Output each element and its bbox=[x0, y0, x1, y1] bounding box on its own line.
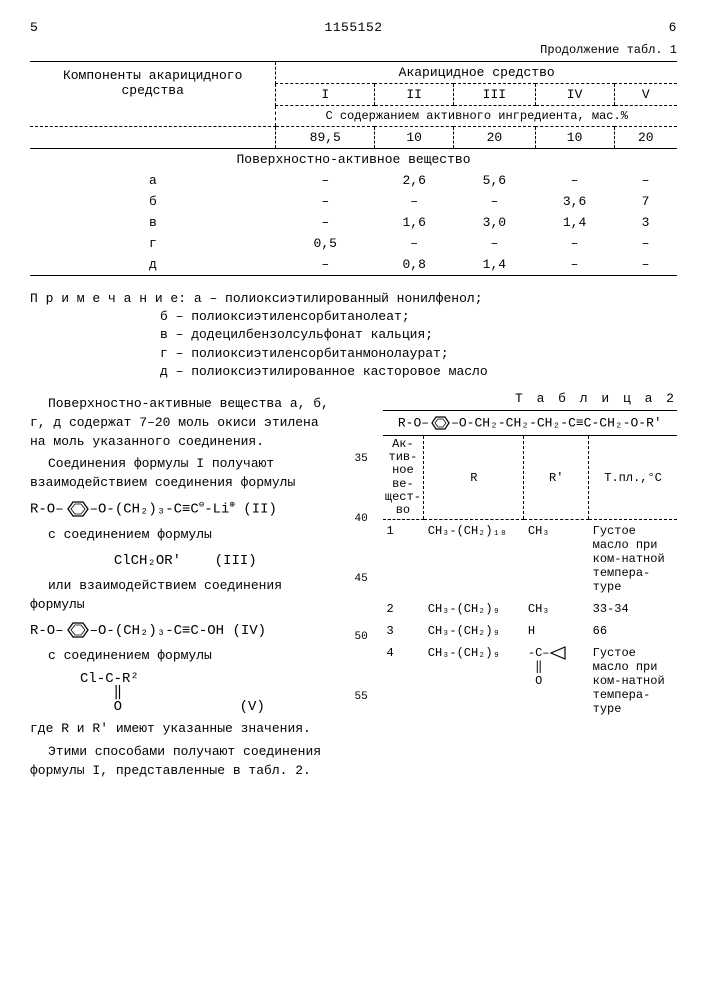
doc-number: 1155152 bbox=[324, 20, 382, 35]
p7: Этими способами получают соединения форм… bbox=[30, 743, 341, 781]
table-continuation: Продолжение табл. 1 bbox=[30, 43, 677, 57]
two-column: Поверхностно-активные вещества а, б, г, … bbox=[30, 391, 677, 785]
table-2: Ак- тив- ное ве- щест- во R R′ Т.пл.,°С … bbox=[383, 436, 677, 720]
t2-c3: R′ bbox=[524, 436, 589, 520]
p3: с соединением формулы bbox=[30, 526, 341, 545]
p4: или взаимодействием соединения формулы bbox=[30, 577, 341, 615]
t2-c2: R bbox=[424, 436, 524, 520]
table-row: г0,5–––– bbox=[30, 233, 677, 254]
formula-II: R-O––O-(CH₂)₃-C≡C⊖-Li⊕ (II) bbox=[30, 499, 341, 520]
table-row: а–2,65,6–– bbox=[30, 170, 677, 191]
t2-header-formula: R-O––O-CH₂-CH₂-CH₂-C≡C-CH₂-O-R′ bbox=[383, 410, 677, 436]
t1-ing-5: 20 bbox=[614, 127, 677, 149]
p1: Поверхностно-активные вещества а, б, г, … bbox=[30, 395, 341, 452]
t1-ing-2: 10 bbox=[375, 127, 454, 149]
left-column: Поверхностно-активные вещества а, б, г, … bbox=[30, 391, 341, 785]
formula-III: ClCH₂OR′ (III) bbox=[30, 551, 341, 571]
table-row: в–1,63,01,43 bbox=[30, 212, 677, 233]
notes-1: б – полиоксиэтиленсорбитанолеат; bbox=[30, 308, 677, 326]
t1-ing-1: 89,5 bbox=[276, 127, 375, 149]
t1-roman-3: III bbox=[454, 84, 535, 106]
t1-roman-4: IV bbox=[535, 84, 614, 106]
table-1: Компоненты акарицидного средства Акарици… bbox=[30, 61, 677, 276]
notes-3: г – полиоксиэтиленсорбитанмонолаурат; bbox=[30, 345, 677, 363]
t1-col1-header: Компоненты акарицидного средства bbox=[30, 62, 276, 127]
t2-title: Т а б л и ц а 2 bbox=[383, 391, 677, 406]
right-column: Т а б л и ц а 2 R-O––O-CH₂-CH₂-CH₂-C≡C-C… bbox=[383, 391, 677, 785]
t1-section: Поверхностно-активное вещество bbox=[30, 149, 677, 171]
notes-4: д – полиоксиэтилированное касторовое мас… bbox=[30, 363, 677, 381]
table-row: 3CH₃-(CH₂)₉H66 bbox=[383, 620, 677, 642]
page-num-left: 5 bbox=[30, 20, 38, 35]
page-num-right: 6 bbox=[669, 20, 677, 35]
notes-2: в – додецилбензолсульфонат кальция; bbox=[30, 326, 677, 344]
table-row: 4CH₃-(CH₂)₉-C– ‖ OГустое масло при ком-н… bbox=[383, 642, 677, 720]
table-row: 2CH₃-(CH₂)₉CH₃33-34 bbox=[383, 598, 677, 620]
notes: П р и м е ч а н и е: а – полиоксиэтилиро… bbox=[30, 290, 677, 381]
notes-lead: П р и м е ч а н и е: bbox=[30, 291, 186, 306]
p5: с соединением формулы bbox=[30, 647, 341, 666]
t1-ingredient-line: С содержанием активного ингредиента, мас… bbox=[276, 106, 677, 127]
t1-ing-4: 10 bbox=[535, 127, 614, 149]
p2: Соединения формулы I получают взаимодейс… bbox=[30, 455, 341, 493]
table-row: 1CH₃-(CH₂)₁₀CH₃Густое масло при ком-натн… bbox=[383, 520, 677, 599]
formula-V: Cl-C-R² ‖ O (V) bbox=[30, 672, 341, 714]
t1-roman-2: II bbox=[375, 84, 454, 106]
formula-IV: R-O––O-(CH₂)₃-C≡C-OH (IV) bbox=[30, 621, 341, 641]
table-row: б–––3,67 bbox=[30, 191, 677, 212]
t2-c1: Ак- тив- ное ве- щест- во bbox=[383, 436, 424, 520]
t1-roman-5: V bbox=[614, 84, 677, 106]
notes-0: а – полиоксиэтилированный нонилфенол; bbox=[194, 291, 483, 306]
table-row: д–0,81,4–– bbox=[30, 254, 677, 276]
t1-group-header: Акарицидное средство bbox=[276, 62, 677, 84]
p6: где R и R′ имеют указанные значения. bbox=[30, 720, 341, 739]
line-numbers: 35 40 45 50 55 bbox=[355, 391, 369, 785]
page-header: 5 1155152 6 bbox=[30, 20, 677, 35]
t2-c4: Т.пл.,°С bbox=[589, 436, 677, 520]
t1-roman-1: I bbox=[276, 84, 375, 106]
t1-ing-3: 20 bbox=[454, 127, 535, 149]
